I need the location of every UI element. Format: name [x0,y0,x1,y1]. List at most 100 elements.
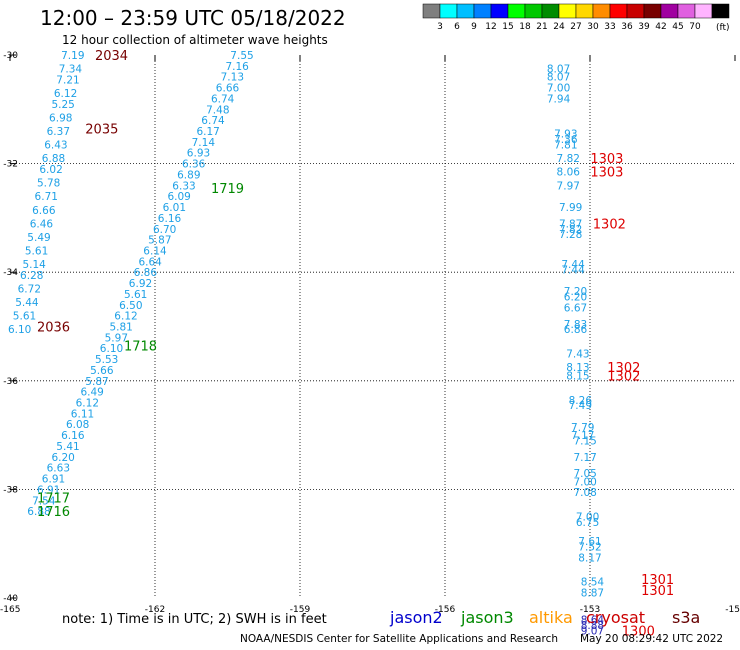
wave-height-value: 6.12 [114,311,137,323]
wave-height-value: 6.10 [100,343,123,355]
wave-height-value: 6.98 [49,112,72,124]
wave-height-value: 6.89 [177,169,200,181]
y-tick-label: -36 [3,377,18,387]
wave-height-value: 8.26 [569,395,593,407]
wave-height-value: 9.07 [581,626,604,638]
wave-height-value: 7.81 [554,140,577,152]
pass-number-label: 2034 [95,49,128,64]
wave-height-value: 7.15 [573,436,596,448]
mission-label-jason2: jason2 [390,608,443,627]
wave-height-value: 8.87 [581,588,604,600]
wave-height-value: 8.15 [566,370,589,382]
legend-bin-label: 9 [471,22,477,32]
wave-height-value: 7.48 [206,104,229,116]
y-tick-label: -34 [3,268,18,278]
wave-height-value: 5.25 [51,99,74,111]
legend-bin-label: 45 [672,22,683,32]
wave-height-value: 7.00 [573,476,596,488]
wave-height-value: 6.14 [143,245,167,257]
wave-height-value: 5.78 [37,178,60,190]
pass-number-label: 1301 [641,584,674,599]
wave-height-value: 6.20 [564,292,587,304]
wave-height-value: 7.14 [192,137,216,149]
wave-height-value: 6.37 [47,126,70,138]
wave-height-value: 6.88 [27,506,50,518]
chart-subtitle: 12 hour collection of altimeter wave hei… [62,33,328,47]
wave-height-value: 7.34 [59,64,83,76]
pass-number-label: 1717 [37,492,70,507]
wave-height-value: 6.93 [187,148,210,160]
pass-number-label: 1303 [590,166,623,181]
pass-number-label: 1719 [211,182,244,197]
wave-height-value: 6.63 [47,463,70,475]
y-tick-label: -30 [3,51,18,61]
wave-height-value: 7.43 [566,349,589,361]
legend-bin-label: 18 [519,22,531,32]
wave-height-value: 7.55 [230,50,253,62]
wave-height-value: 7.87 [559,218,582,230]
wave-height-value: 5.87 [85,376,108,388]
wave-height-value: 5.14 [22,259,46,271]
wave-height-value: 6.09 [167,191,190,203]
wave-height-value: 7.82 [557,153,580,165]
wave-height-value: 5.61 [13,311,36,323]
color-legend: 3 6 9 12 15 18 21 24 27 30 33 36 39 42 45 70 [422,3,730,32]
wave-height-value: 8.07 [547,72,570,84]
wave-height-value: 7.44 [561,264,585,276]
wave-height-value: 7.79 [571,422,594,434]
legend-bin-label: 21 [536,22,547,32]
wave-height-value: 6.88 [42,153,65,165]
wave-height-value: 7.82 [559,224,582,236]
legend-bin-label: 70 [689,22,701,32]
wave-height-value: 6.74 [211,93,235,105]
x-tick-label: -156 [435,605,456,615]
wave-height-value: 7.17 [571,430,594,442]
legend-bin-label: 15 [502,22,513,32]
wave-height-value: 6.70 [153,224,176,236]
wave-height-value: 7.49 [569,400,592,412]
pass-number-label: 1716 [37,505,70,520]
wave-height-value: 7.44 [561,259,585,271]
wave-height-value: 5.87 [148,235,171,247]
wave-height-value: 6.16 [61,430,85,442]
wave-height-value: 8.64 [581,615,605,627]
wave-height-value: 6.86 [134,267,158,279]
wave-height-value: 6.67 [564,302,587,314]
pass-number-label: 2036 [37,321,70,336]
legend-bin-label: 3 [437,22,443,32]
wave-height-value: 5.97 [105,332,128,344]
wave-height-value: 7.93 [554,129,577,141]
wave-height-value: 6.01 [163,202,186,214]
wave-height-value: 6.11 [71,408,94,420]
wave-height-value: 6.46 [30,218,54,230]
wave-height-value: 7.94 [547,93,571,105]
wave-height-value: 6.72 [18,283,41,295]
pass-number-label: 1302 [607,369,640,384]
legend-bin-label: 6 [454,22,460,32]
wave-height-value: 7.54 [32,495,56,507]
wave-height-value: 8.13 [566,362,589,374]
wave-height-value: 8.07 [547,64,570,76]
legend-bin-label: 39 [638,22,650,32]
pass-number-label: 1302 [593,217,626,232]
wave-height-value: 7.97 [557,180,580,192]
wave-height-value: 5.44 [15,297,39,309]
wave-height-value: 6.91 [37,484,60,496]
legend-color-swatch [711,3,730,19]
pass-number-label: 1300 [622,625,655,640]
wave-height-value: 6.12 [76,398,99,410]
wave-height-value: 6.50 [119,300,142,312]
wave-height-value: 8.54 [581,577,605,589]
legend-bin-label: 36 [621,22,633,32]
pass-number-label: 1301 [641,573,674,588]
legend-bin-label: 27 [570,22,581,32]
footer-generated-time: May 20 08:29:42 UTC 2022 [580,633,724,645]
wave-height-value: 6.92 [129,278,152,290]
wave-height-value: 5.49 [27,232,50,244]
wave-height-value: 7.00 [576,512,599,524]
wave-height-value: 6.64 [138,256,162,268]
wave-height-value: 5.61 [124,289,147,301]
wave-height-value: 7.08 [573,487,596,499]
y-tick-label: -38 [3,485,18,495]
